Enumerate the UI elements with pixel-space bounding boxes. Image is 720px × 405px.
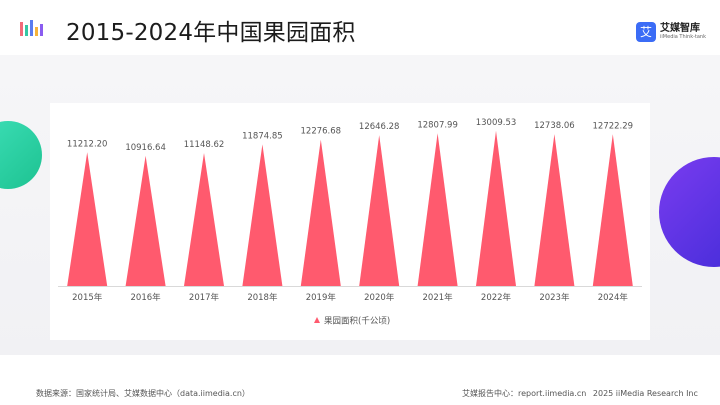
data-label-1: 10916.64 bbox=[125, 143, 166, 153]
bar-1 bbox=[125, 155, 166, 286]
bar-2 bbox=[184, 153, 224, 286]
brand-icon: 艾 bbox=[636, 22, 657, 42]
x-tick-label-7: 2022年 bbox=[481, 292, 512, 303]
footer-copyright: 2025 iiMedia Research Inc bbox=[592, 389, 698, 398]
data-label-6: 12807.99 bbox=[417, 120, 458, 130]
data-label-0: 11212.20 bbox=[67, 139, 108, 149]
bar-6 bbox=[417, 133, 458, 286]
bar-4 bbox=[300, 139, 341, 286]
data-label-4: 12276.68 bbox=[301, 127, 342, 137]
bar-0 bbox=[67, 152, 108, 286]
footer-right: 艾媒报告中心：report.iimedia.cn 2025 iiMedia Re… bbox=[462, 388, 702, 399]
bar-3 bbox=[242, 144, 283, 286]
data-label-8: 12738.06 bbox=[534, 121, 575, 131]
x-tick-label-3: 2018年 bbox=[247, 292, 278, 303]
brand-logo: 艾 艾媒智库 iiMedia Think-tank bbox=[636, 21, 706, 43]
brand-name: 艾媒智库 bbox=[660, 23, 701, 34]
x-tick-label-8: 2023年 bbox=[539, 292, 570, 303]
brand-subtitle: iiMedia Think-tank bbox=[660, 34, 706, 40]
x-tick-label-2: 2017年 bbox=[189, 292, 220, 303]
data-label-5: 12646.28 bbox=[359, 122, 400, 132]
x-tick-label-6: 2021年 bbox=[423, 292, 454, 303]
footer-source: 数据来源：国家统计局、艾媒数据中心（data.iimedia.cn） bbox=[36, 389, 250, 398]
bar-5 bbox=[359, 135, 400, 286]
legend-label: 果园面积(千公顷) bbox=[324, 316, 390, 327]
x-tick-label-5: 2020年 bbox=[364, 292, 395, 303]
chart-panel: 11212.20 2015年 10916.64 2016年 11148.62 2017年 1… bbox=[50, 103, 650, 340]
data-label-2: 11148.62 bbox=[184, 140, 225, 150]
bar-9 bbox=[592, 134, 633, 286]
x-tick-label-0: 2015年 bbox=[72, 292, 103, 303]
footer-report-center: 艾媒报告中心：report.iimedia.cn bbox=[462, 389, 587, 398]
x-tick-label-9: 2024年 bbox=[598, 292, 629, 303]
legend-marker-icon bbox=[314, 317, 320, 323]
data-label-3: 11874.85 bbox=[242, 131, 283, 141]
bar-7 bbox=[476, 130, 516, 286]
bar-chart: 11212.20 2015年 10916.64 2016年 11148.62 2017年 1… bbox=[58, 118, 642, 327]
page-title: 2015-2024年中国果园面积 bbox=[66, 20, 356, 46]
logo-bars-icon bbox=[20, 20, 43, 36]
bar-8 bbox=[534, 134, 575, 286]
data-label-7: 13009.53 bbox=[476, 118, 517, 128]
x-tick-label-1: 2016年 bbox=[131, 292, 162, 303]
x-tick-label-4: 2019年 bbox=[306, 292, 337, 303]
data-label-9: 12722.29 bbox=[593, 121, 634, 131]
